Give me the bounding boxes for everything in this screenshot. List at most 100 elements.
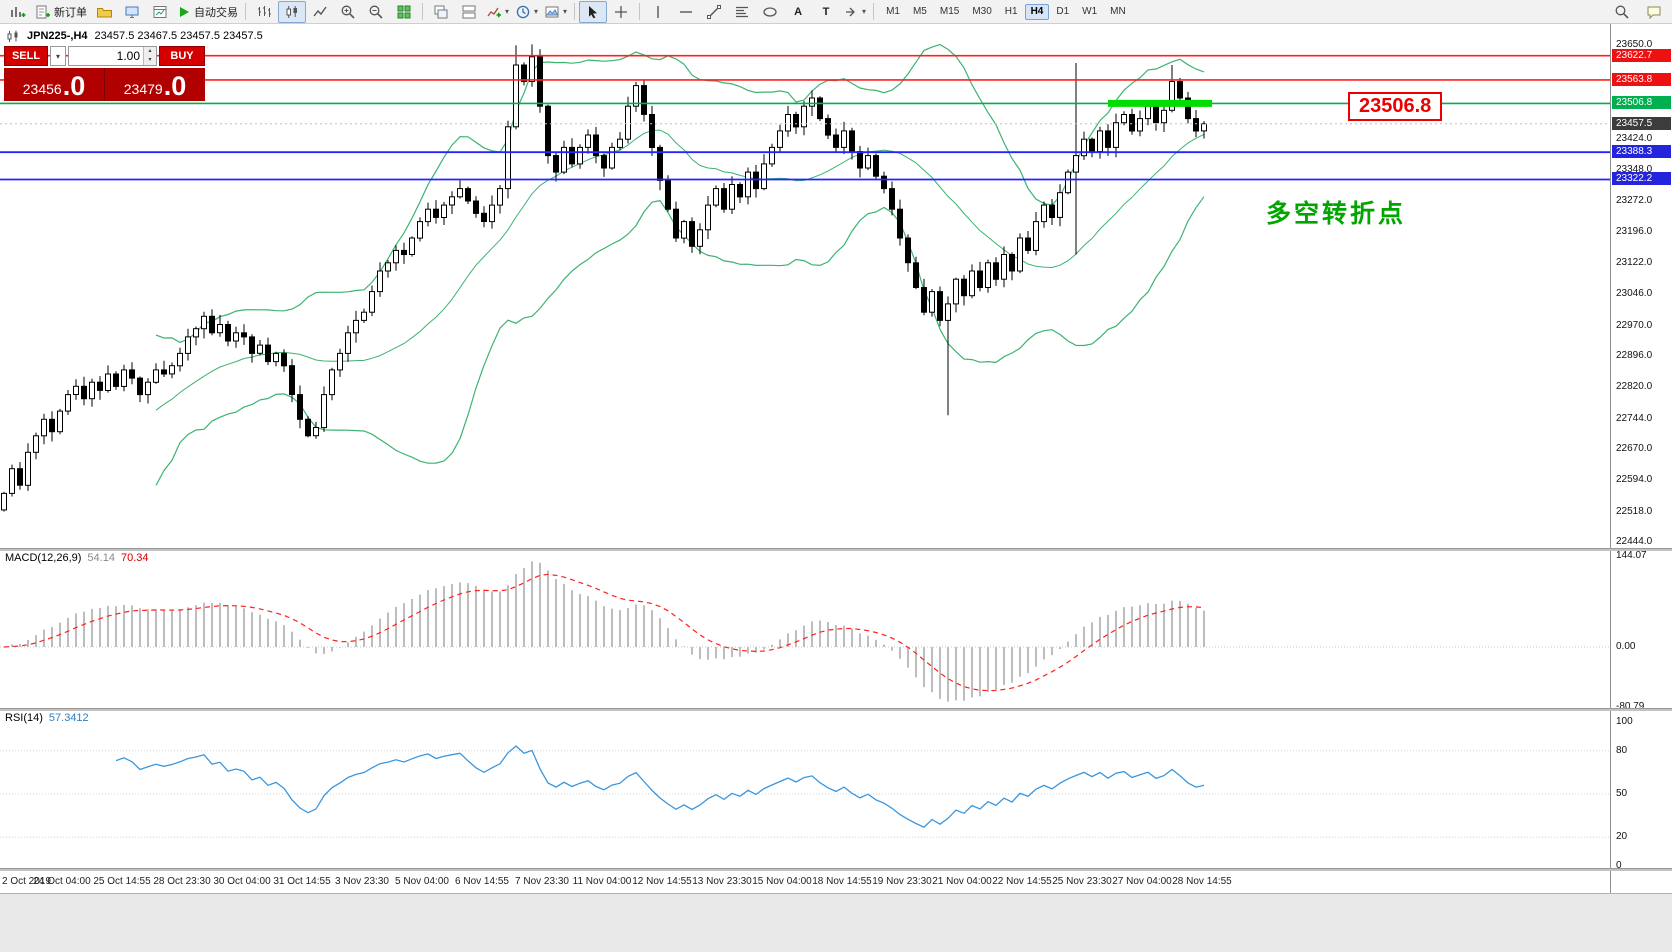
crosshair-icon bbox=[615, 5, 628, 18]
chart-canvas[interactable] bbox=[0, 24, 1610, 893]
vertical-line-icon bbox=[657, 5, 659, 18]
shapes-tool-button[interactable] bbox=[756, 1, 784, 23]
price-tick: 50 bbox=[1616, 788, 1628, 799]
community-button[interactable] bbox=[1640, 1, 1668, 23]
panel-separator[interactable] bbox=[0, 548, 1672, 551]
horizontal-line-tool-button[interactable] bbox=[672, 1, 700, 23]
time-tick-label: 18 Nov 14:55 bbox=[812, 876, 872, 887]
autotrading-play-icon bbox=[180, 6, 189, 17]
timeframe-h4-button[interactable]: H4 bbox=[1024, 3, 1050, 20]
vertical-line-tool-button[interactable] bbox=[644, 1, 672, 23]
arrows-tool-dropdown[interactable]: ▾ bbox=[840, 1, 869, 23]
zoom-in-icon bbox=[341, 5, 355, 19]
autotrading-button[interactable]: 自动交易 bbox=[174, 1, 241, 23]
time-tick-label: 28 Nov 14:55 bbox=[1172, 876, 1232, 887]
price-tick: 23272.0 bbox=[1616, 195, 1653, 207]
buy-button[interactable]: BUY bbox=[159, 46, 205, 66]
line-chart-button[interactable] bbox=[306, 1, 334, 23]
candlestick-chart-icon bbox=[286, 5, 297, 18]
time-tick-label: 28 Oct 23:30 bbox=[153, 876, 211, 887]
new-chart-button[interactable] bbox=[4, 1, 32, 23]
panel-separator[interactable] bbox=[0, 708, 1672, 711]
lot-size-value[interactable]: 1.00 bbox=[116, 49, 140, 63]
price-tick: 20 bbox=[1616, 831, 1628, 843]
price-tick: 22518.0 bbox=[1616, 505, 1653, 517]
price-tag: 23457.5 bbox=[1612, 116, 1671, 130]
chart-symbol-header: JPN225-,H4 23457.5 23467.5 23457.5 23457… bbox=[6, 29, 263, 43]
dropdown-caret-icon: ▾ bbox=[862, 6, 867, 16]
candles-layer bbox=[1, 44, 1207, 512]
buy-price-panel[interactable]: 23479 .0 bbox=[105, 68, 205, 101]
monitor-icon bbox=[125, 6, 139, 18]
bar-chart-button[interactable] bbox=[250, 1, 278, 23]
bollinger-middle-band bbox=[155, 129, 1205, 411]
rsi-line bbox=[115, 745, 1205, 828]
text-tool-button[interactable]: A bbox=[784, 1, 812, 23]
cursor-icon bbox=[589, 5, 598, 18]
sell-button[interactable]: SELL bbox=[4, 46, 48, 66]
main-toolbar: 新订单 自动交易 ▾ ▾ bbox=[0, 0, 1672, 24]
market-watch-button[interactable] bbox=[118, 1, 146, 23]
toolbar-separator bbox=[574, 3, 576, 20]
price-axis[interactable]: 23650.0 23424.0 23348.0 23272.0 23196.0 23122… bbox=[1610, 24, 1672, 893]
periods-dropdown[interactable]: ▾ bbox=[512, 1, 541, 23]
profiles-button[interactable] bbox=[90, 1, 118, 23]
spinner-up-icon[interactable]: ▴ bbox=[144, 47, 156, 56]
cascade-windows-icon bbox=[434, 5, 448, 18]
zoom-in-button[interactable] bbox=[334, 1, 362, 23]
time-tick-label: 2 Oct 2019 bbox=[2, 876, 51, 887]
order-type-dropdown[interactable]: ▾ bbox=[50, 46, 66, 66]
text-label-tool-button[interactable]: T bbox=[812, 1, 840, 23]
sell-price-panel[interactable]: 23456 .0 bbox=[4, 68, 105, 101]
trendline-tool-button[interactable] bbox=[700, 1, 728, 23]
toolbar-right-group bbox=[1608, 1, 1668, 23]
price-tag: 23506.8 bbox=[1612, 96, 1671, 110]
support-price-flag[interactable]: 23506.8 bbox=[1348, 92, 1443, 121]
timeframe-m15-button[interactable]: M15 bbox=[939, 5, 960, 17]
chart-window-icon bbox=[153, 5, 167, 18]
spinner-down-icon[interactable]: ▾ bbox=[144, 56, 156, 65]
macd-signal-value: 70.34 bbox=[120, 552, 149, 564]
tile-windows-button[interactable] bbox=[390, 1, 418, 23]
turning-point-annotation[interactable]: 多空转折点 bbox=[1266, 200, 1407, 228]
templates-dropdown[interactable]: ▾ bbox=[541, 1, 570, 23]
timeframe-m1-button[interactable]: M1 bbox=[886, 5, 900, 17]
candlestick-chart-button[interactable] bbox=[278, 0, 306, 23]
timeframe-m30-button[interactable]: M30 bbox=[972, 5, 992, 17]
search-button[interactable] bbox=[1608, 1, 1636, 23]
time-axis[interactable]: 2 Oct 2019 24 Oct 04:00 25 Oct 14:55 28 Oct… bbox=[0, 871, 1610, 893]
time-tick-label: 25 Nov 23:30 bbox=[1052, 876, 1112, 887]
indicators-dropdown[interactable]: ▾ bbox=[483, 1, 512, 23]
price-tag: 23322.2 bbox=[1612, 172, 1671, 186]
time-tick-label: 15 Nov 04:00 bbox=[752, 876, 812, 887]
toolbar-separator bbox=[639, 3, 641, 20]
new-order-button[interactable]: 新订单 bbox=[32, 1, 90, 23]
sell-price-main: 23456 bbox=[22, 81, 62, 97]
cursor-tool-button[interactable] bbox=[579, 0, 608, 23]
panel-separator[interactable] bbox=[0, 868, 1672, 871]
time-tick-label: 25 Oct 14:55 bbox=[93, 876, 151, 887]
timeframe-h1-button[interactable]: H1 bbox=[1004, 5, 1018, 17]
buy-price-big-digit: .0 bbox=[163, 71, 187, 101]
crosshair-tool-button[interactable] bbox=[607, 1, 635, 23]
one-click-trading-panel: SELL ▾ 1.00 ▴ ▾ BUY 23456 .0 23479 .0 bbox=[4, 46, 205, 101]
lot-size-field[interactable]: 1.00 ▴ ▾ bbox=[68, 46, 157, 66]
tile-horizontal-button[interactable] bbox=[455, 1, 483, 23]
timeframe-d1-button[interactable]: D1 bbox=[1056, 5, 1070, 17]
bands-layer bbox=[155, 43, 1205, 486]
timeframe-m5-button[interactable]: M5 bbox=[912, 5, 927, 17]
text-label-tool-icon: T bbox=[822, 5, 830, 18]
timeframe-w1-button[interactable]: W1 bbox=[1082, 5, 1098, 17]
horizontal-line-icon bbox=[680, 10, 693, 13]
fibonacci-tool-button[interactable] bbox=[728, 1, 756, 23]
timeframe-mn-button[interactable]: MN bbox=[1110, 5, 1126, 17]
zoom-out-button[interactable] bbox=[362, 1, 390, 23]
price-tick: 23046.0 bbox=[1616, 288, 1653, 300]
buy-price-main: 23479 bbox=[123, 81, 163, 97]
trendline-icon bbox=[707, 4, 722, 19]
cascade-windows-button[interactable] bbox=[427, 1, 455, 23]
price-tag: 23563.8 bbox=[1612, 72, 1671, 86]
terminal-button[interactable] bbox=[146, 1, 174, 23]
price-tick: 22670.0 bbox=[1616, 443, 1653, 455]
lines-layer bbox=[0, 54, 1610, 181]
